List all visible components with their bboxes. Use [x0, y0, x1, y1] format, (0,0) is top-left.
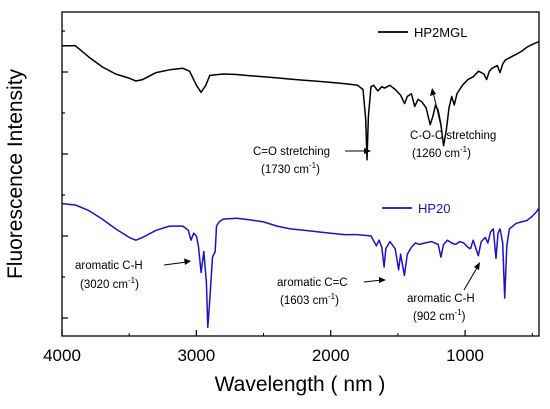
annotation-text: C-O-C stretching — [410, 130, 496, 142]
y-axis-title: Fluorescence Intensity — [4, 68, 27, 279]
annotation-arrowhead — [184, 258, 191, 265]
y-axis-ticks — [62, 30, 68, 319]
annotation-aromatic-cc: aromatic C=C (1603 cm-1) — [277, 277, 386, 307]
annotation-text: C=O stretching — [253, 146, 330, 158]
series-line-hp20 — [61, 202, 540, 329]
annotation-arrowhead — [379, 277, 386, 283]
annotation-arrow — [463, 265, 479, 291]
annotation-co-stretch: C=O stretching (1730 cm-1) — [253, 146, 371, 176]
annotation-arrowhead — [474, 262, 480, 270]
plot-frame — [61, 11, 540, 337]
legend-label-hp20: HP20 — [418, 201, 451, 216]
legend-label-hp2mgl: HP2MGL — [414, 25, 467, 40]
annotation-wavenumber: (1260 cm-1) — [412, 145, 471, 160]
annotation-wavenumber: (3020 cm-1) — [80, 276, 139, 291]
annotation-wavenumber: (1730 cm-1) — [261, 161, 320, 176]
annotation-arrow — [163, 261, 188, 266]
annotation-text: aromatic C=C — [277, 277, 348, 289]
annotation-aromatic-ch-902: aromatic C-H (902 cm-1) — [407, 262, 480, 323]
series-layer — [61, 40, 540, 329]
annotation-arrow — [432, 91, 442, 127]
annotation-coc-stretch: C-O-C stretching (1260 cm-1) — [410, 88, 496, 160]
x-tick-label: 3000 — [177, 346, 215, 365]
series-line-hp2mgl — [62, 40, 540, 161]
legend-hp2mgl: HP2MGL — [378, 25, 467, 40]
legend-hp20: HP20 — [382, 201, 451, 216]
annotation-arrowhead — [430, 88, 436, 96]
x-tick-label: 2000 — [312, 346, 350, 365]
x-axis-title: Wavelength ( nm ) — [215, 373, 386, 396]
annotation-arrowhead — [364, 148, 371, 154]
x-tick-label: 1000 — [446, 346, 484, 365]
annotation-wavenumber: (1603 cm-1) — [280, 292, 339, 307]
annotation-text: aromatic C-H — [75, 260, 143, 272]
annotation-aromatic-ch-3020: aromatic C-H (3020 cm-1) — [75, 258, 191, 291]
annotation-text: aromatic C-H — [407, 293, 475, 305]
x-tick-label: 4000 — [43, 346, 81, 365]
x-axis-ticks: 4000 3000 2000 1000 — [43, 330, 533, 365]
annotation-wavenumber: (902 cm-1) — [413, 308, 466, 323]
